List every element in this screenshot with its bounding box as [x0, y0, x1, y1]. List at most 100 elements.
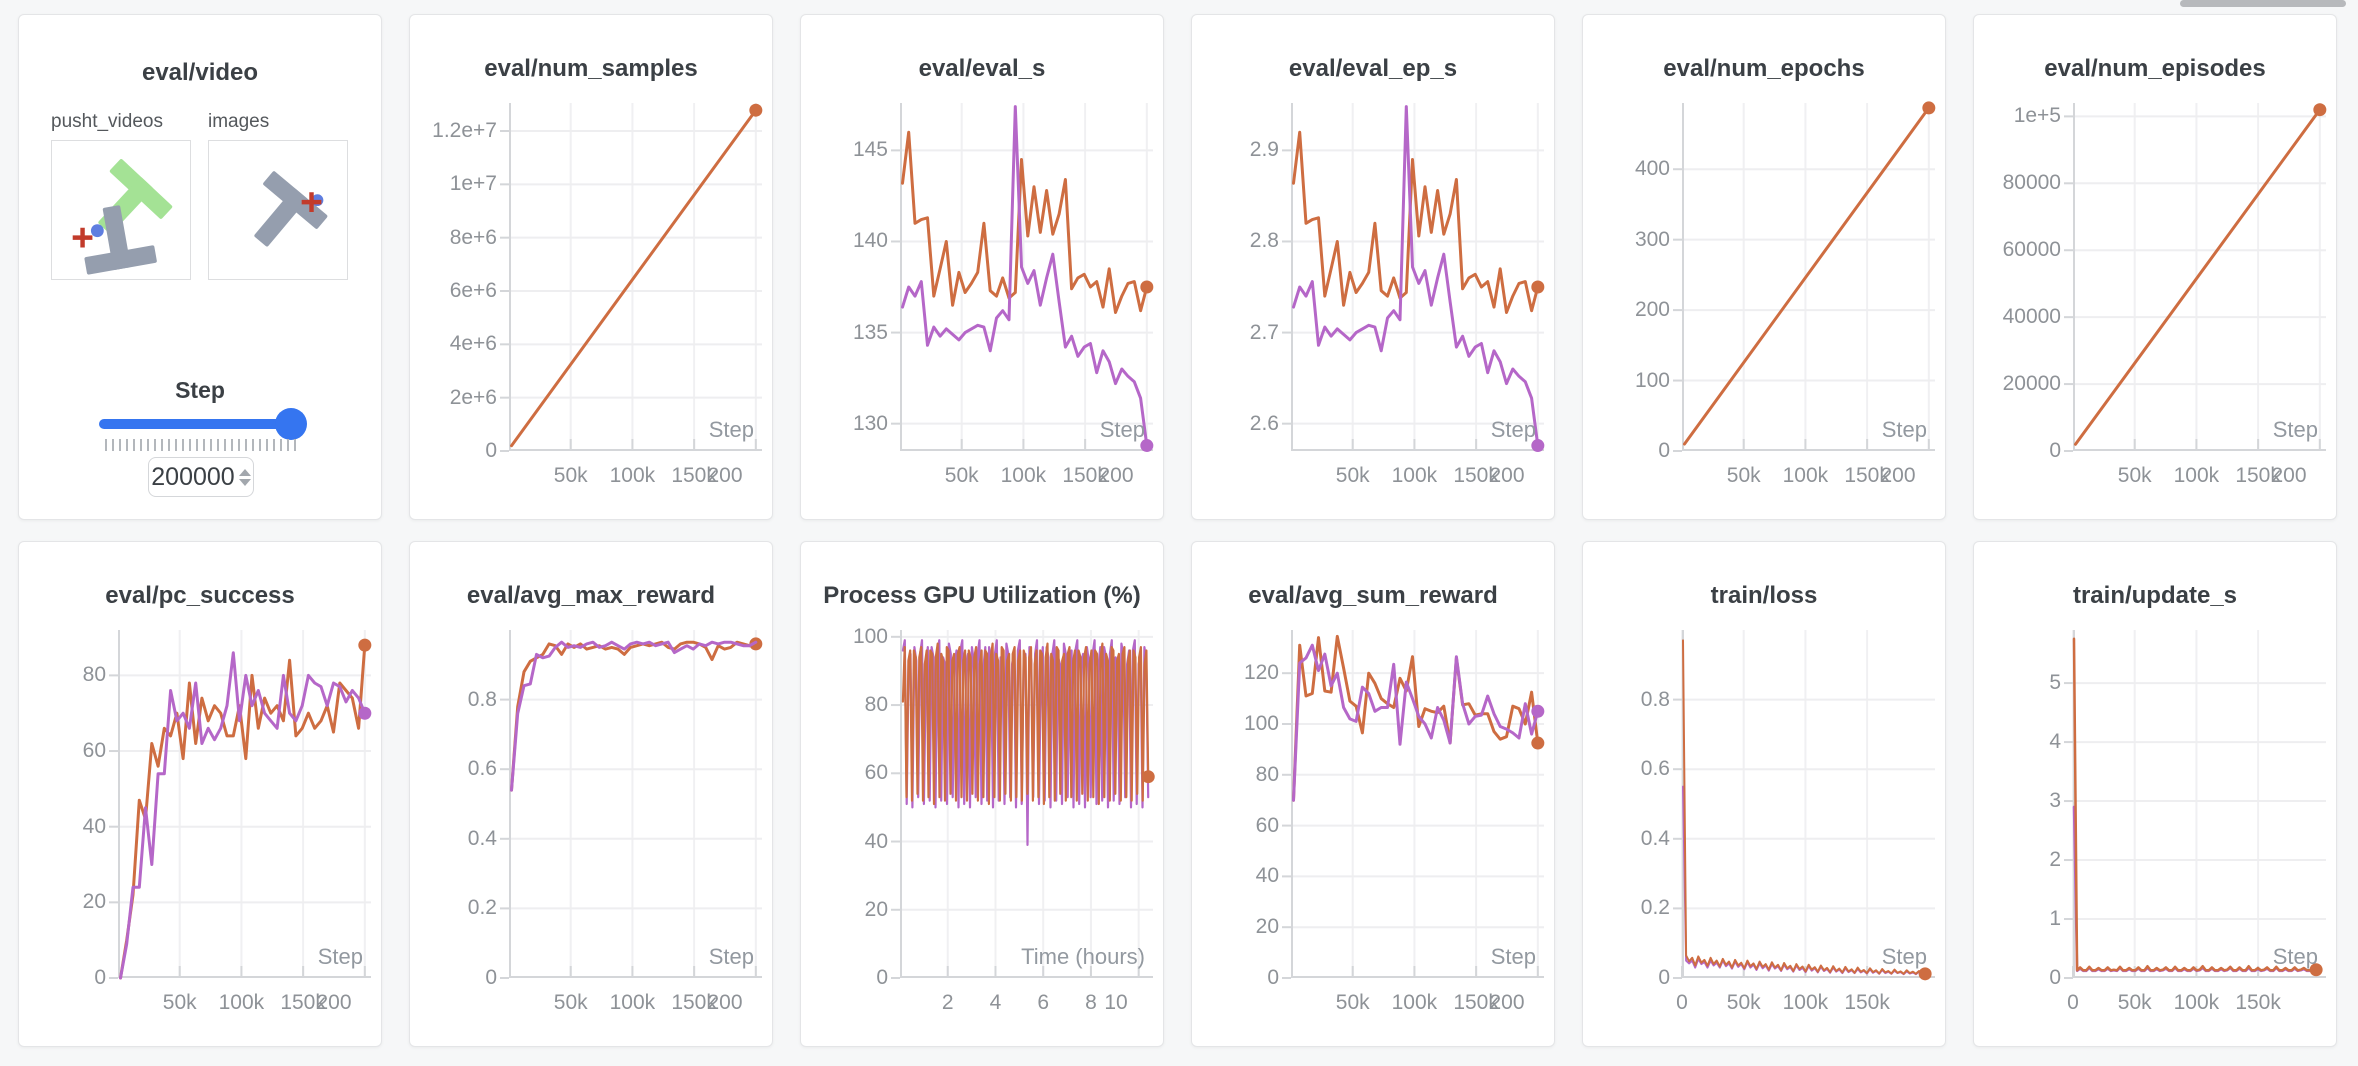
series-end-dot-orange-run [2313, 103, 2327, 117]
x-axis-label: Step [1490, 417, 1536, 442]
series-end-dot-orange-run [1141, 770, 1155, 784]
chart-canvas [1282, 630, 1545, 979]
x-tick-label: 10 [1104, 991, 1128, 1014]
series-line-orange-run [1682, 639, 1927, 975]
chart-plot-area[interactable] [2064, 630, 2326, 979]
chart-panel-process-gpu-utilization: Process GPU Utilization (%) 0 20 40 60 80 100… [800, 541, 1164, 1047]
series-end-dot-orange-run [1922, 101, 1936, 115]
step-slider-label: Step [175, 377, 225, 403]
x-tick-label: 100k [1391, 464, 1438, 487]
x-tick-label: 200 [316, 991, 352, 1014]
chart-panel-eval-eval-ep-s: eval/eval_ep_s 2.6 2.7 2.8 2.9 50k 100k 150k 20… [1191, 14, 1555, 520]
y-tick-label: 0 [1267, 966, 1279, 989]
y-tick-label: 6e+6 [449, 279, 497, 302]
chart-plot-area[interactable] [1673, 101, 1936, 452]
y-tick-label: 3 [2049, 789, 2061, 813]
chart-canvas [500, 103, 763, 452]
x-tick-label: 6 [1037, 991, 1050, 1014]
y-tick-label: 120 [1243, 661, 1279, 685]
series-line-orange-run [510, 108, 758, 448]
chart-canvas [1282, 103, 1545, 453]
series-end-dot-purple-run [1531, 439, 1545, 453]
image-scene-graphic [254, 171, 328, 247]
step-slider-thumb[interactable] [275, 408, 307, 440]
series-line-orange-run [2074, 108, 2322, 446]
chart-canvas [2064, 103, 2327, 452]
y-tick-label: 0.4 [467, 826, 497, 850]
series-end-dot-orange-run [2309, 963, 2323, 977]
chart-panel-train-update-s: train/update_s 0 1 2 3 4 5 0 50k 100k 150k Step [1973, 541, 2337, 1047]
series-line-purple-run [510, 640, 758, 792]
image-thumbnail[interactable] [208, 140, 348, 280]
chart-canvas [109, 630, 372, 980]
y-tick-label: 145 [852, 138, 888, 162]
x-axis-label: Step [2272, 944, 2318, 969]
x-tick-label: 200 [1880, 464, 1916, 487]
y-tick-label: 2 [2049, 848, 2061, 872]
x-axis-label: Step [1490, 944, 1536, 969]
y-tick-label: 0.2 [1640, 896, 1670, 920]
chart-plot-area[interactable] [500, 630, 763, 979]
series-line-orange-run [1292, 130, 1540, 314]
y-tick-label: 200 [1634, 298, 1670, 322]
y-tick-label: 0 [485, 439, 497, 462]
chart-plot-area[interactable] [891, 630, 1155, 979]
series-line-purple-run [119, 651, 367, 980]
series-line-orange-run [119, 643, 367, 980]
y-tick-label: 80 [82, 663, 106, 687]
chart-plot-area[interactable] [891, 103, 1154, 453]
chart-title: train/update_s [2072, 582, 2238, 609]
chart-title: train/loss [1710, 582, 1818, 609]
series-end-dot-orange-run [358, 638, 372, 652]
x-tick-label: 100k [2173, 991, 2220, 1014]
series-end-dot-orange-run [1531, 736, 1545, 750]
x-tick-label: 50k [1726, 464, 1761, 487]
y-tick-label: 60000 [2002, 238, 2061, 262]
x-tick-label: 4 [989, 991, 1002, 1014]
media-item-images: images [208, 111, 348, 280]
y-tick-label: 140 [852, 229, 888, 253]
chart-plot-area[interactable] [109, 630, 372, 980]
y-tick-label: 40 [1255, 864, 1279, 888]
chart-plot-area[interactable] [2064, 103, 2327, 452]
chart-plot-area[interactable] [1673, 630, 1935, 981]
x-tick-label: 150k [671, 464, 717, 487]
y-tick-label: 100 [1634, 368, 1670, 392]
step-number-input[interactable]: 200000 [148, 457, 254, 497]
chart-plot-area[interactable] [500, 103, 763, 452]
y-tick-label: 2.6 [1249, 411, 1279, 435]
series-end-dot-purple-run [1140, 439, 1154, 453]
chart-title: eval/num_samples [484, 55, 698, 82]
increment-icon[interactable] [238, 468, 251, 476]
y-tick-label: 40000 [2002, 305, 2061, 329]
x-axis-label: Step [708, 944, 754, 969]
x-tick-label: 50k [2117, 991, 2152, 1014]
y-tick-label: 1.2e+7 [432, 119, 497, 142]
decrement-icon[interactable] [238, 478, 251, 486]
x-tick-label: 8 [1085, 991, 1097, 1014]
x-tick-label: 50k [1726, 991, 1761, 1014]
series-line-orange-run [1683, 106, 1931, 446]
y-tick-label: 40 [864, 829, 888, 853]
x-tick-label: 0 [2067, 991, 2079, 1014]
x-tick-label: 100k [1000, 464, 1047, 487]
x-tick-label: 100k [218, 991, 265, 1014]
y-tick-label: 0 [2049, 966, 2061, 989]
horizontal-scrollbar-thumb[interactable] [2180, 0, 2346, 7]
chart-plot-area[interactable] [1282, 103, 1545, 453]
y-tick-label: 1e+7 [449, 172, 497, 196]
step-slider[interactable] [99, 408, 307, 440]
x-axis-label: Step [1881, 944, 1927, 969]
x-tick-label: 100k [2173, 464, 2220, 487]
chart-plot-area[interactable] [1282, 630, 1545, 979]
chart-canvas [891, 630, 1155, 979]
y-tick-label: 80 [864, 693, 888, 717]
chart-title: eval/avg_max_reward [466, 582, 716, 609]
y-tick-label: 100 [1243, 711, 1279, 735]
series-end-dot-orange-run [1531, 280, 1545, 294]
video-thumbnail-pusht[interactable] [51, 140, 191, 280]
y-tick-label: 0.2 [467, 896, 497, 920]
x-tick-label: 100k [1782, 991, 1829, 1014]
chart-title: eval/num_episodes [2044, 55, 2266, 82]
y-tick-label: 20 [1255, 915, 1279, 939]
